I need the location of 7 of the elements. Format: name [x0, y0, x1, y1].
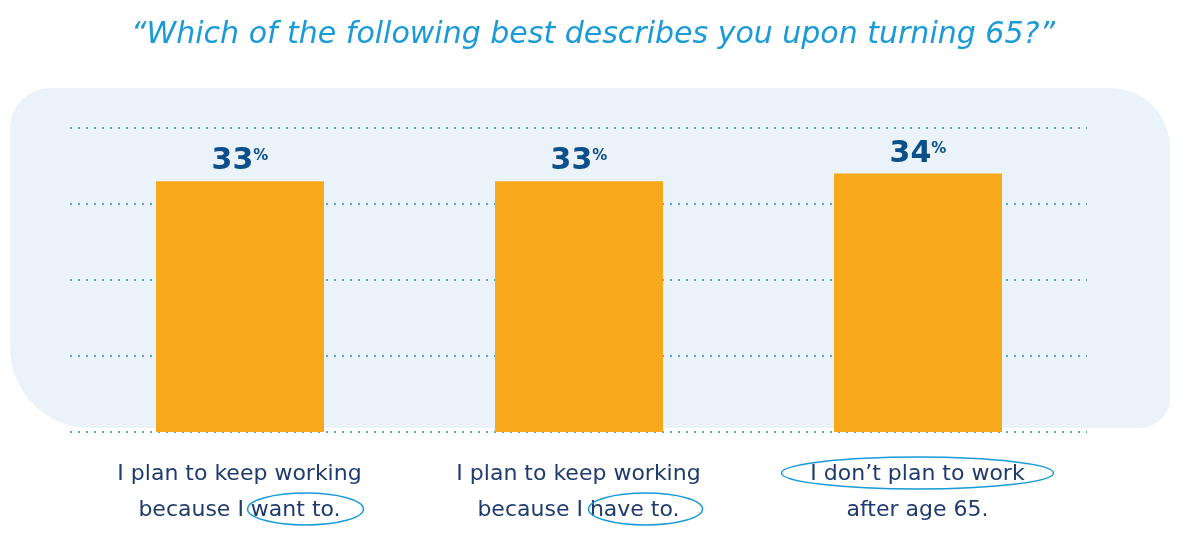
data-label: 33$^{%}$: [211, 141, 269, 177]
x-tick-label: I don’t plan to work after age 65.: [810, 460, 1025, 521]
chart-title: “Which of the following best describes you upon turning 65?”: [130, 14, 1057, 52]
data-label: 33$^{%}$: [550, 141, 608, 177]
x-tick-label: I plan to keep working because I have to.: [456, 460, 701, 521]
x-tick-label: I plan to keep working because I want to.: [117, 460, 362, 521]
data-label: 34$^{%}$: [889, 133, 947, 169]
